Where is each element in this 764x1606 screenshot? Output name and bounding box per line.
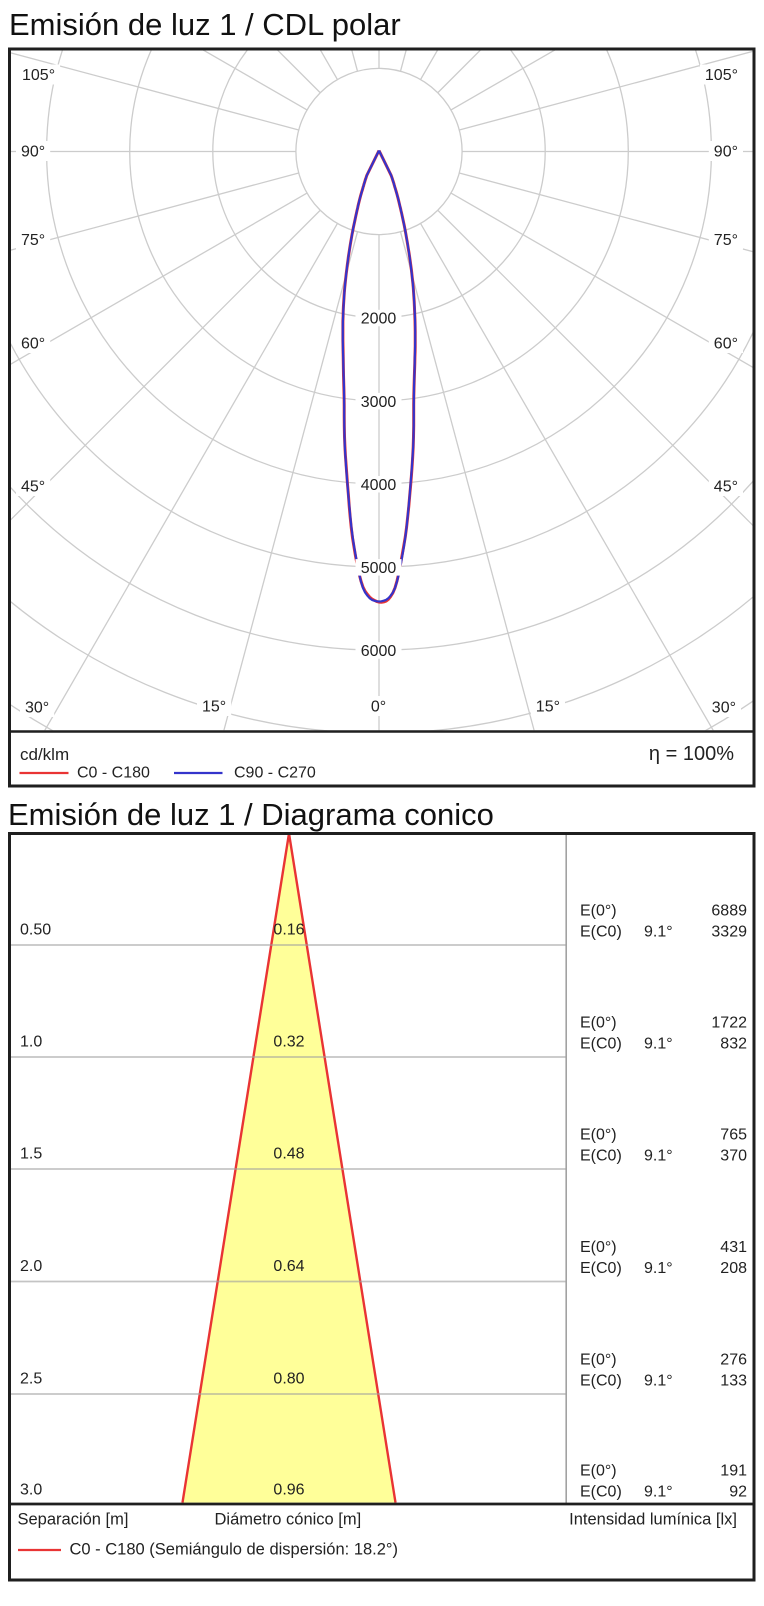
svg-text:cd/klm: cd/klm	[20, 745, 69, 764]
svg-text:Emisión de luz 1 / CDL polar: Emisión de luz 1 / CDL polar	[9, 7, 401, 42]
svg-text:η = 100%: η = 100%	[649, 743, 734, 765]
svg-text:30°: 30°	[25, 700, 49, 717]
svg-text:9.1°: 9.1°	[644, 1148, 673, 1165]
svg-text:133: 133	[720, 1373, 747, 1390]
svg-text:60°: 60°	[21, 336, 45, 353]
svg-text:370: 370	[720, 1148, 747, 1165]
svg-text:E(C0): E(C0)	[580, 1260, 622, 1277]
svg-text:75°: 75°	[714, 232, 738, 249]
svg-text:E(0°): E(0°)	[580, 1352, 617, 1369]
svg-text:9.1°: 9.1°	[644, 1036, 673, 1053]
svg-text:E(C0): E(C0)	[580, 1373, 622, 1390]
svg-text:0.16: 0.16	[273, 922, 304, 939]
svg-text:3329: 3329	[711, 924, 747, 941]
svg-text:E(C0): E(C0)	[580, 924, 622, 941]
svg-text:E(C0): E(C0)	[580, 1484, 622, 1501]
svg-text:C90 - C270: C90 - C270	[234, 765, 316, 782]
svg-text:Separación [m]: Separación [m]	[18, 1511, 129, 1529]
svg-text:2.0: 2.0	[20, 1258, 42, 1275]
svg-text:6889: 6889	[711, 903, 747, 920]
svg-text:9.1°: 9.1°	[644, 1484, 673, 1501]
svg-text:0°: 0°	[371, 699, 386, 716]
svg-text:191: 191	[720, 1463, 747, 1480]
svg-text:75°: 75°	[21, 232, 45, 249]
svg-text:Intensidad lumínica [lx]: Intensidad lumínica [lx]	[569, 1511, 737, 1529]
svg-text:6000: 6000	[361, 643, 397, 660]
svg-text:0.80: 0.80	[273, 1371, 304, 1388]
svg-text:45°: 45°	[21, 479, 45, 496]
svg-text:2000: 2000	[361, 311, 397, 328]
svg-text:45°: 45°	[714, 479, 738, 496]
svg-text:4000: 4000	[361, 477, 397, 494]
svg-text:431: 431	[720, 1239, 747, 1256]
svg-text:Emisión de luz 1 / Diagrama co: Emisión de luz 1 / Diagrama conico	[8, 797, 494, 832]
svg-text:2.5: 2.5	[20, 1371, 42, 1388]
svg-text:5000: 5000	[361, 560, 397, 577]
svg-text:276: 276	[720, 1352, 747, 1369]
svg-text:0.48: 0.48	[273, 1146, 304, 1163]
svg-text:0.64: 0.64	[273, 1258, 304, 1275]
svg-text:3.0: 3.0	[20, 1482, 42, 1499]
svg-text:Diámetro cónico [m]: Diámetro cónico [m]	[215, 1511, 362, 1529]
svg-text:0.96: 0.96	[273, 1482, 304, 1499]
svg-text:E(C0): E(C0)	[580, 1148, 622, 1165]
svg-text:E(0°): E(0°)	[580, 1015, 617, 1032]
svg-text:C0 - C180: C0 - C180	[77, 765, 150, 782]
svg-text:E(C0): E(C0)	[580, 1036, 622, 1053]
svg-text:E(0°): E(0°)	[580, 903, 617, 920]
svg-text:92: 92	[729, 1484, 747, 1501]
svg-text:30°: 30°	[712, 700, 736, 717]
svg-text:E(0°): E(0°)	[580, 1463, 617, 1480]
svg-text:9.1°: 9.1°	[644, 1260, 673, 1277]
svg-text:832: 832	[720, 1036, 747, 1053]
svg-text:90°: 90°	[714, 144, 738, 161]
svg-text:60°: 60°	[714, 336, 738, 353]
svg-text:15°: 15°	[202, 699, 226, 716]
svg-text:E(0°): E(0°)	[580, 1127, 617, 1144]
svg-text:9.1°: 9.1°	[644, 924, 673, 941]
svg-text:0.50: 0.50	[20, 922, 51, 939]
svg-text:9.1°: 9.1°	[644, 1373, 673, 1390]
svg-text:15°: 15°	[536, 699, 560, 716]
svg-text:C0 - C180 (Semiángulo de dispe: C0 - C180 (Semiángulo de dispersión: 18.…	[70, 1540, 399, 1558]
svg-text:0.32: 0.32	[273, 1034, 304, 1051]
svg-text:3000: 3000	[361, 394, 397, 411]
svg-text:90°: 90°	[21, 144, 45, 161]
svg-text:105°: 105°	[22, 67, 55, 84]
svg-text:1.0: 1.0	[20, 1034, 42, 1051]
svg-text:105°: 105°	[705, 67, 738, 84]
svg-text:208: 208	[720, 1260, 747, 1277]
svg-text:765: 765	[720, 1127, 747, 1144]
svg-text:1722: 1722	[711, 1015, 747, 1032]
svg-text:1.5: 1.5	[20, 1146, 42, 1163]
svg-text:E(0°): E(0°)	[580, 1239, 617, 1256]
